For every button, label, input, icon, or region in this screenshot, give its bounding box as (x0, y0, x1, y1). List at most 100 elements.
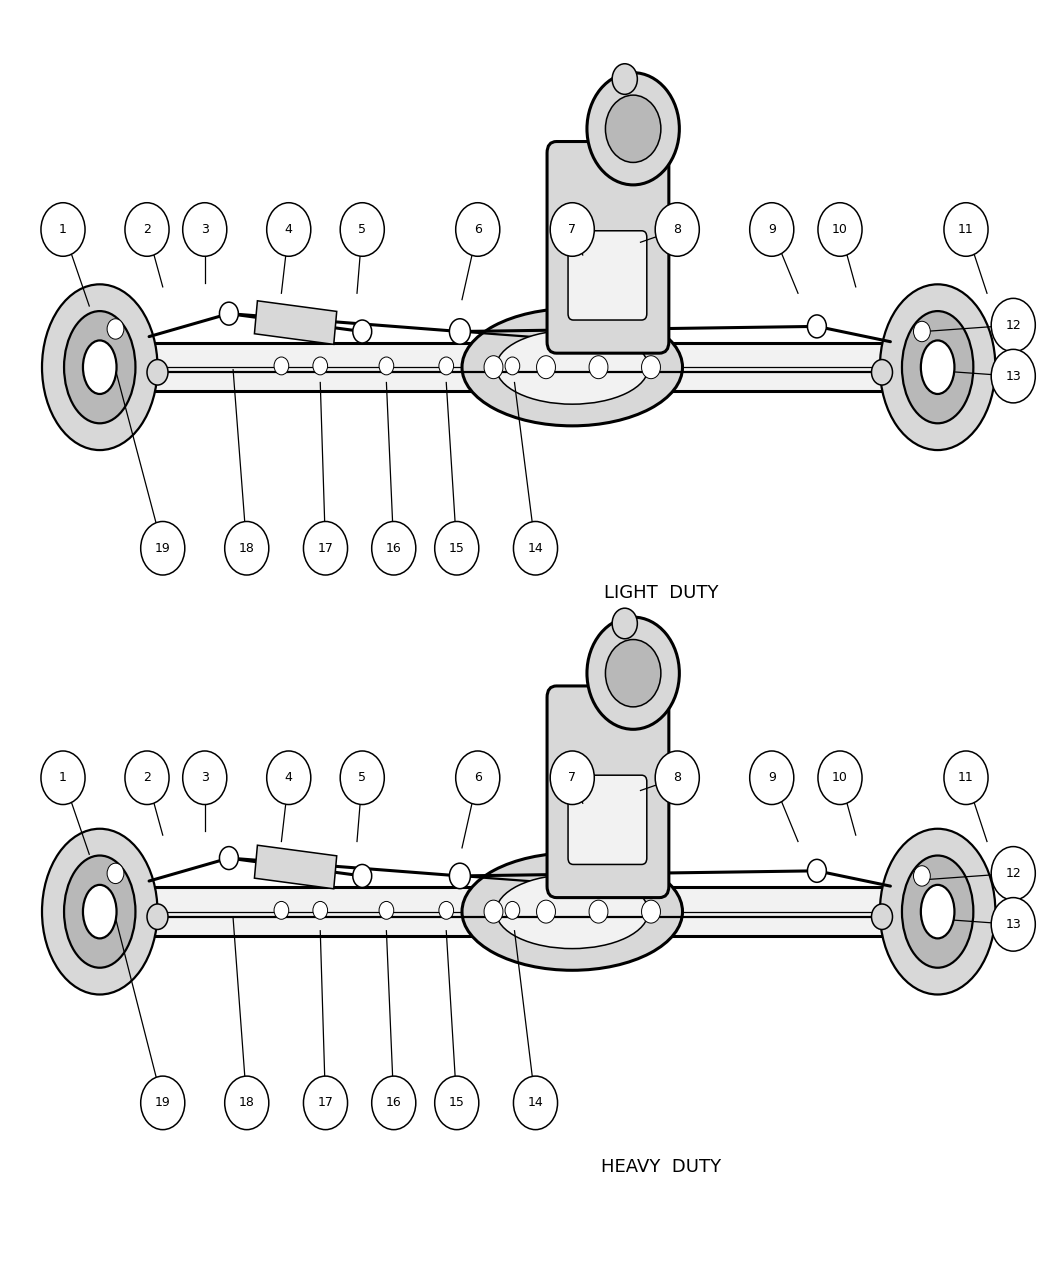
Circle shape (642, 356, 660, 379)
Circle shape (41, 751, 85, 805)
Circle shape (550, 751, 594, 805)
Circle shape (944, 203, 988, 256)
Circle shape (107, 863, 124, 884)
Text: 6: 6 (474, 223, 482, 236)
Text: 2: 2 (143, 771, 151, 784)
Circle shape (147, 904, 168, 929)
Circle shape (606, 96, 660, 162)
Text: 10: 10 (832, 771, 848, 784)
Text: 13: 13 (1006, 370, 1021, 382)
Circle shape (537, 356, 555, 379)
Text: 2: 2 (143, 223, 151, 236)
Circle shape (944, 751, 988, 805)
Circle shape (612, 64, 637, 94)
Ellipse shape (880, 829, 995, 994)
Circle shape (612, 608, 637, 639)
Ellipse shape (902, 311, 973, 423)
Circle shape (353, 864, 372, 887)
FancyBboxPatch shape (568, 231, 647, 320)
Ellipse shape (64, 856, 135, 968)
Text: 7: 7 (568, 223, 576, 236)
Text: 4: 4 (285, 223, 293, 236)
Circle shape (818, 751, 862, 805)
Circle shape (147, 360, 168, 385)
Circle shape (872, 360, 892, 385)
Text: 4: 4 (285, 771, 293, 784)
Circle shape (484, 356, 503, 379)
Ellipse shape (42, 284, 158, 450)
Circle shape (513, 521, 558, 575)
Circle shape (505, 901, 520, 919)
Circle shape (750, 751, 794, 805)
Circle shape (435, 521, 479, 575)
Circle shape (456, 203, 500, 256)
Circle shape (537, 900, 555, 923)
Circle shape (125, 751, 169, 805)
Circle shape (303, 521, 348, 575)
Circle shape (807, 859, 826, 882)
Circle shape (807, 315, 826, 338)
Circle shape (274, 357, 289, 375)
Text: 14: 14 (527, 1096, 544, 1109)
Text: 15: 15 (448, 542, 465, 555)
Circle shape (914, 321, 930, 342)
Ellipse shape (83, 340, 117, 394)
Text: 12: 12 (1006, 319, 1021, 332)
Circle shape (435, 1076, 479, 1130)
Circle shape (906, 329, 969, 405)
Text: 9: 9 (768, 223, 776, 236)
Circle shape (655, 751, 699, 805)
Circle shape (379, 357, 394, 375)
Circle shape (372, 521, 416, 575)
Text: 8: 8 (673, 771, 681, 784)
Text: 6: 6 (474, 771, 482, 784)
Circle shape (606, 640, 660, 706)
Text: 5: 5 (358, 771, 366, 784)
Circle shape (513, 1076, 558, 1130)
Circle shape (219, 847, 238, 870)
Circle shape (589, 356, 608, 379)
Ellipse shape (921, 340, 954, 394)
Text: 15: 15 (448, 1096, 465, 1109)
Ellipse shape (921, 885, 954, 938)
Circle shape (439, 901, 454, 919)
Text: 19: 19 (155, 1096, 170, 1109)
Circle shape (456, 751, 500, 805)
Circle shape (991, 298, 1035, 352)
Ellipse shape (83, 885, 117, 938)
Ellipse shape (462, 309, 682, 426)
Circle shape (449, 863, 470, 889)
Circle shape (340, 751, 384, 805)
Circle shape (750, 203, 794, 256)
Text: 5: 5 (358, 223, 366, 236)
Circle shape (267, 203, 311, 256)
Text: 1: 1 (59, 223, 67, 236)
Circle shape (449, 319, 470, 344)
Circle shape (340, 203, 384, 256)
Circle shape (141, 1076, 185, 1130)
Text: 1: 1 (59, 771, 67, 784)
Circle shape (550, 203, 594, 256)
Circle shape (484, 900, 503, 923)
Circle shape (183, 751, 227, 805)
Circle shape (372, 1076, 416, 1130)
FancyBboxPatch shape (142, 887, 903, 936)
FancyBboxPatch shape (547, 686, 669, 898)
Circle shape (906, 873, 969, 950)
FancyBboxPatch shape (568, 775, 647, 864)
Text: 16: 16 (386, 542, 401, 555)
Circle shape (587, 73, 679, 185)
Text: 3: 3 (201, 223, 209, 236)
Circle shape (589, 900, 608, 923)
Circle shape (872, 904, 892, 929)
Text: 3: 3 (201, 771, 209, 784)
Circle shape (991, 349, 1035, 403)
Circle shape (141, 521, 185, 575)
Circle shape (818, 203, 862, 256)
Circle shape (313, 901, 328, 919)
Circle shape (274, 901, 289, 919)
Text: 17: 17 (317, 542, 334, 555)
Text: 9: 9 (768, 771, 776, 784)
Circle shape (439, 357, 454, 375)
Text: 17: 17 (317, 1096, 334, 1109)
